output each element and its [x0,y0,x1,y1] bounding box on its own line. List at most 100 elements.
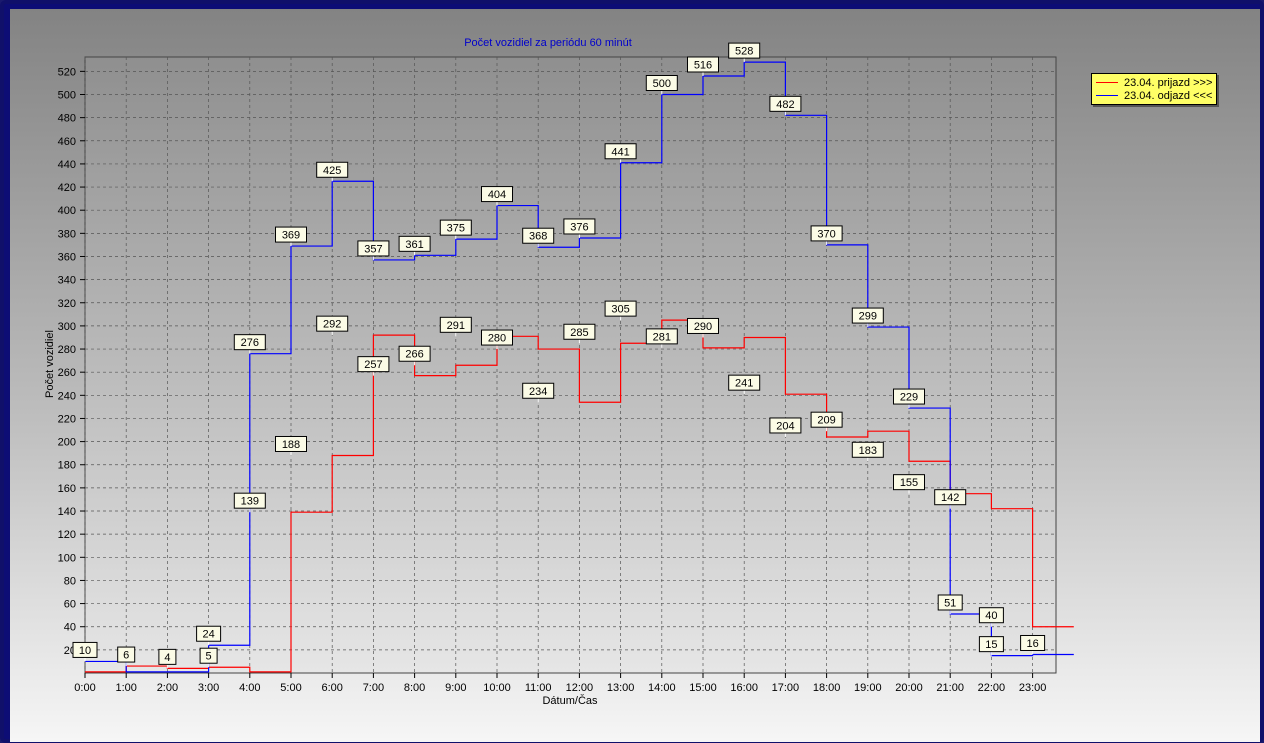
data-label-box [199,647,218,664]
data-label-text: 266 [405,349,423,361]
data-label-text: 361 [405,239,423,251]
y-tick-label: 200 [58,437,76,449]
legend-swatch-blue [1096,95,1118,96]
data-label: 16 [1020,634,1046,655]
data-label-box [275,435,307,452]
y-tick-label: 480 [58,113,76,125]
data-label-text: 241 [735,378,753,390]
data-label-box [522,382,555,399]
data-label: 299 [851,307,884,328]
data-label-text: 204 [776,420,794,432]
data-label: 305 [604,300,637,321]
data-label-text: 291 [447,320,465,332]
data-label: 500 [645,75,678,95]
y-tick-label: 120 [58,529,76,541]
x-tick-label: 19:00 [854,682,882,694]
x-tick-label: 14:00 [648,682,676,694]
y-tick-label: 280 [58,344,76,356]
data-label-text: 285 [570,327,588,339]
y-tick-label: 360 [58,251,76,263]
data-label: 24 [196,625,222,646]
legend-item-prijazd: 23.04. prijazd >>> [1096,76,1212,89]
data-label: 266 [398,345,431,366]
data-label-box [481,186,513,203]
data-label-box [563,323,596,340]
data-label-text: 209 [817,415,835,427]
x-tick-label: 3:00 [198,682,219,694]
data-label-box [645,75,678,91]
data-label-box [233,492,266,509]
data-label-text: 183 [859,445,877,457]
data-label: 441 [604,143,637,163]
data-label-text: 6 [123,650,129,662]
data-label-box [687,56,719,73]
data-label: 10 [72,641,98,662]
data-label-box [810,411,843,428]
data-label: 368 [522,227,555,248]
data-label-box [439,219,472,236]
data-label: 234 [522,382,555,403]
data-label-text: 528 [735,46,753,58]
data-label-box [275,226,307,243]
chart-title: Počet vozidiel za periódu 60 minút [464,37,632,49]
data-label-box [357,356,390,373]
data-label-box [934,489,967,506]
data-label-text: 357 [364,243,382,255]
data-label-text: 40 [985,610,997,622]
data-label-text: 375 [447,223,465,235]
y-axis-label: Počet vozidiel [44,330,56,398]
data-label-box [978,636,1004,653]
data-label: 276 [233,334,266,354]
data-label-box [398,345,431,362]
x-tick-label: 4:00 [239,682,260,694]
x-tick-label: 7:00 [363,682,384,694]
x-tick-label: 20:00 [895,682,923,694]
x-tick-label: 1:00 [115,682,136,694]
legend-label-odjazd: 23.04. odjazd <<< [1124,89,1213,102]
y-tick-label: 60 [64,599,76,611]
data-label: 209 [810,411,843,432]
data-label: 142 [934,489,967,509]
y-tick-label: 260 [58,367,76,379]
data-label-box [1020,634,1046,651]
data-label-box [563,218,596,235]
data-label-box [481,329,513,346]
data-label-text: 482 [776,99,794,111]
legend-item-odjazd: 23.04. odjazd <<< [1096,89,1212,102]
data-label: 281 [645,328,678,348]
y-tick-label: 40 [64,622,76,634]
data-label-box [522,227,555,244]
data-label: 40 [978,607,1004,627]
x-axis-ticks: 0:00 1:00 2:00 3:00 4:00 5:00 6:00 7:00 8:00 9:00… [74,673,1046,694]
data-label-text: 292 [323,319,341,331]
data-label: 369 [275,226,307,247]
y-tick-label: 500 [58,90,76,102]
x-tick-label: 11:00 [525,682,552,694]
x-axis-label: Dátum/Čas [542,694,598,707]
y-tick-label: 100 [58,552,76,564]
data-label-text: 188 [282,439,300,451]
y-tick-label: 160 [58,483,76,495]
x-tick-label: 23:00 [1019,682,1047,694]
x-tick-label: 5:00 [280,682,301,694]
data-label-text: 234 [529,386,547,398]
data-label-box [645,328,678,345]
data-label: 292 [316,315,349,336]
data-label-box [893,474,925,491]
x-tick-label: 13:00 [607,682,635,694]
data-label-box [769,417,802,434]
data-label-box [398,235,431,252]
data-label-box [233,334,266,351]
data-label-box [851,441,884,458]
x-tick-label: 6:00 [321,682,342,694]
data-label-text: 281 [653,331,671,343]
data-label-box [810,225,843,242]
data-label-text: 441 [611,146,629,158]
data-label: 425 [316,161,349,182]
data-label: 375 [439,219,472,240]
data-label-text: 425 [323,165,341,177]
data-label-text: 15 [985,639,997,651]
data-label-box [937,594,963,611]
data-label: 183 [851,441,884,462]
